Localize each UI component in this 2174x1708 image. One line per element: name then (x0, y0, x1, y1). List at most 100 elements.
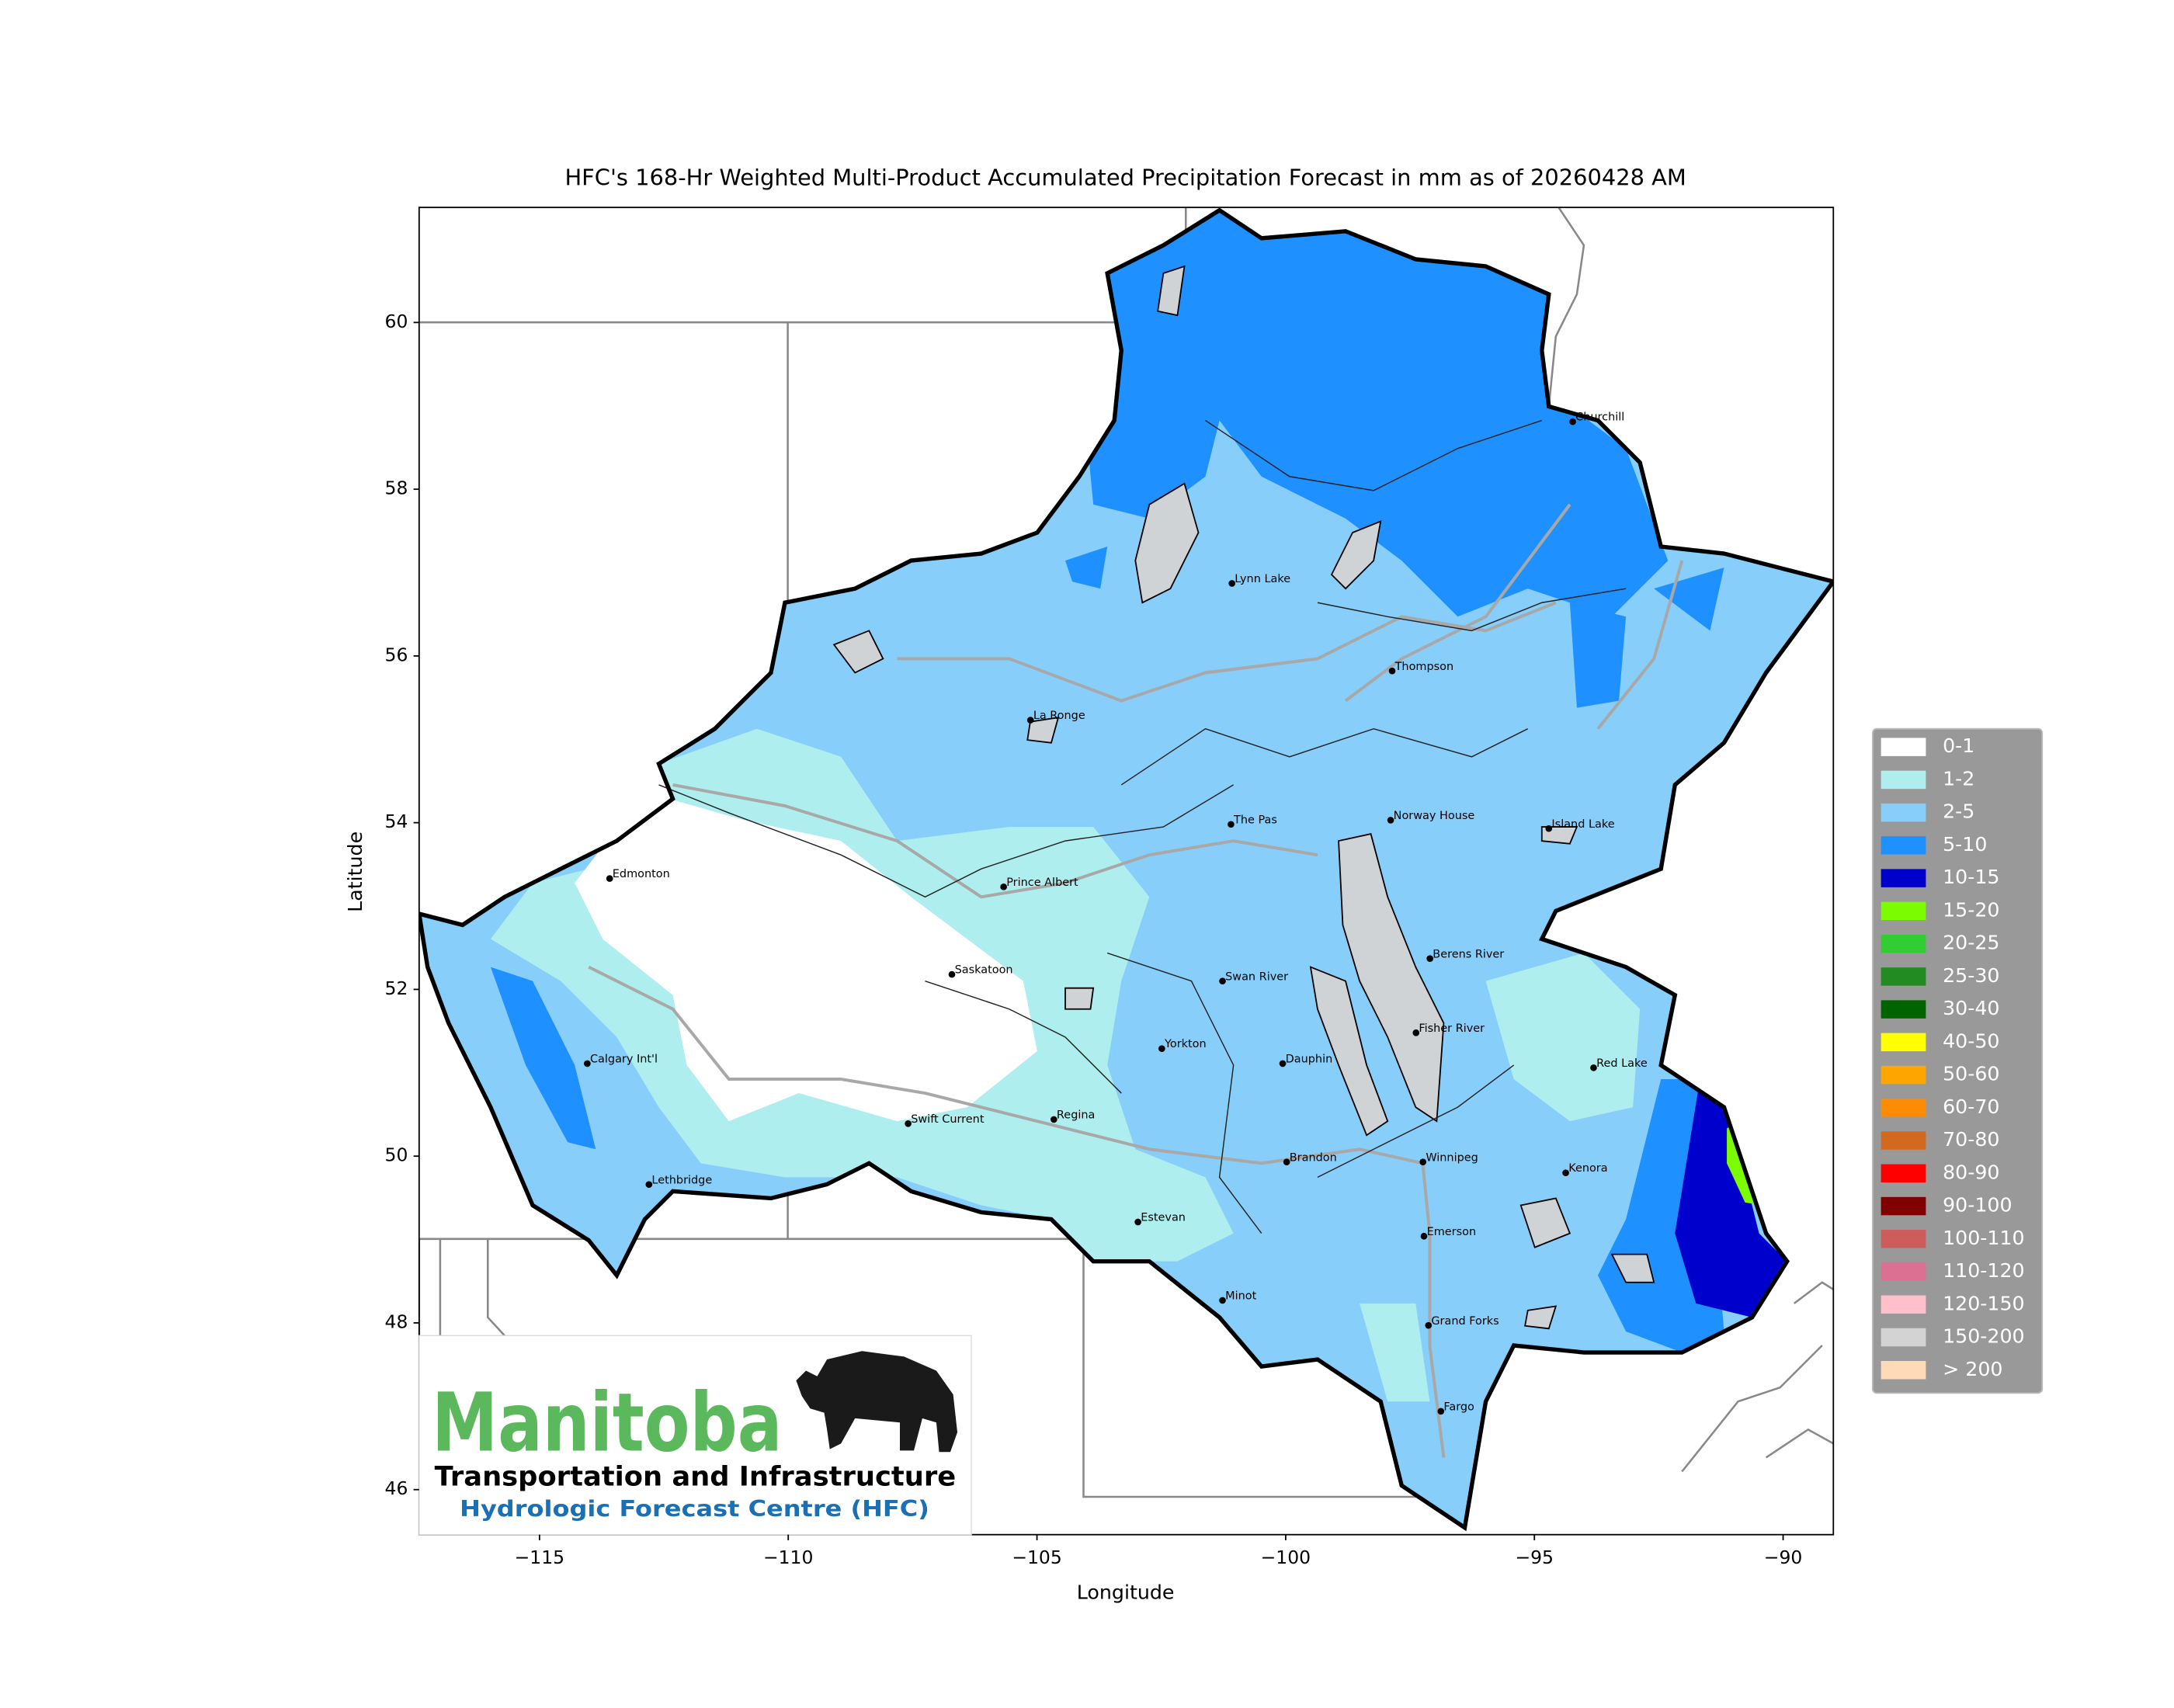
legend-label: 70-80 (1943, 1128, 1999, 1151)
city-label: Estevan (1141, 1212, 1186, 1224)
legend-swatch (1881, 770, 1926, 790)
legend-swatch (1881, 1262, 1926, 1281)
legend-label: > 200 (1943, 1358, 2002, 1380)
legend-label: 10-15 (1943, 866, 1999, 888)
legend-label: 110-120 (1943, 1259, 2025, 1282)
city-marker (1437, 1408, 1445, 1415)
legend-label: 1-2 (1943, 767, 1974, 790)
legend-label: 80-90 (1943, 1161, 1999, 1183)
legend-label: 15-20 (1943, 898, 1999, 921)
city-label: Norway House (1394, 810, 1475, 822)
x-axis-label: Longitude (1077, 1581, 1175, 1604)
precip-5-10 (1065, 210, 1669, 617)
legend-swatch (1881, 1065, 1926, 1085)
legend-label: 25-30 (1943, 964, 1999, 987)
x-tick-label: −90 (1764, 1547, 1803, 1568)
x-tick-label: −115 (515, 1547, 564, 1568)
city-label: Red Lake (1596, 1057, 1648, 1070)
precip-5-10 (490, 967, 596, 1150)
legend-swatch (1881, 1196, 1926, 1216)
logo: Manitoba Transportation and Infrastructu… (418, 1335, 972, 1536)
city-label: Grand Forks (1431, 1315, 1499, 1328)
y-tick-label: 54 (385, 811, 408, 832)
city-label: Winnipeg (1426, 1151, 1478, 1164)
legend-swatch (1881, 1099, 1926, 1117)
precip-5-10 (1569, 602, 1627, 708)
y-tick-label: 48 (385, 1311, 408, 1332)
city-label: Calgary Int'l (590, 1054, 658, 1066)
city-label: Kenora (1568, 1162, 1607, 1175)
y-tick-label: 56 (385, 644, 408, 665)
legend-swatch (1881, 1164, 1926, 1183)
city-marker (1387, 817, 1394, 824)
legend-label: 5-10 (1943, 833, 1987, 856)
city-label: Minot (1225, 1290, 1256, 1303)
city-marker (606, 875, 613, 882)
city-label: Prince Albert (1006, 877, 1078, 889)
x-tick-label: −110 (763, 1547, 813, 1568)
y-tick-label: 50 (385, 1144, 408, 1166)
city-marker (905, 1120, 912, 1127)
city-label: Yorkton (1164, 1038, 1207, 1050)
city-label: Dauphin (1286, 1054, 1333, 1066)
city-marker (1420, 1232, 1428, 1240)
legend-swatch (1881, 1131, 1926, 1150)
legend-label: 20-25 (1943, 932, 1999, 954)
legend-swatch (1881, 1295, 1926, 1314)
precip-5-10 (1654, 568, 1724, 631)
city-label: Berens River (1433, 948, 1504, 960)
legend-swatch (1881, 1230, 1926, 1248)
city-marker (1050, 1116, 1057, 1123)
legend-swatch (1881, 1361, 1926, 1380)
legend-swatch (1881, 803, 1926, 822)
city-label: Swift Current (911, 1113, 985, 1126)
y-tick-label: 60 (385, 311, 408, 332)
city-label: Swan River (1225, 970, 1288, 983)
logo-unit: Hydrologic Forecast Centre (HFC) (460, 1495, 929, 1522)
city-label: Lynn Lake (1235, 573, 1290, 585)
cities: Churchill Lynn Lake Thompson La Ronge The Pa… (584, 411, 1648, 1415)
legend-label: 60-70 (1943, 1095, 1999, 1118)
rivers (588, 503, 1684, 1458)
city-marker (1158, 1045, 1165, 1052)
legend-box (1871, 727, 2044, 1394)
legend-label: 2-5 (1943, 800, 1974, 823)
map-title: HFC's 168-Hr Weighted Multi-Product Accu… (564, 164, 1686, 190)
precip-10-15 (1675, 1086, 1787, 1317)
city-label: Fisher River (1419, 1022, 1485, 1035)
legend-swatch (1881, 836, 1926, 855)
legend-label: 30-40 (1943, 997, 1999, 1019)
legend-label: 40-50 (1943, 1029, 1999, 1052)
precip-1-2 (1485, 953, 1641, 1122)
city-marker (1026, 717, 1034, 724)
legend-swatch (1881, 869, 1926, 887)
city-marker (1569, 418, 1576, 425)
legend-swatch (1881, 738, 1926, 756)
lakes (832, 265, 1655, 1330)
city-label: La Ronge (1033, 710, 1085, 722)
city-label: Churchill (1575, 411, 1624, 424)
city-marker (1283, 1158, 1290, 1166)
legend-label: 50-60 (1943, 1063, 1999, 1085)
legend-label: 100-110 (1943, 1227, 2025, 1249)
logo-department: Transportation and Infrastructure (435, 1462, 957, 1493)
city-label: Fargo (1443, 1401, 1474, 1413)
city-marker (1545, 824, 1553, 832)
legend-swatch (1881, 901, 1926, 921)
plot-frame (418, 207, 1835, 1536)
city-label: Regina (1057, 1109, 1095, 1122)
x-tick-label: −105 (1012, 1547, 1061, 1568)
city-marker (1219, 1297, 1226, 1304)
city-marker (1419, 1158, 1427, 1166)
legend-swatch (1881, 1033, 1926, 1052)
city-label: Saskatoon (955, 964, 1013, 977)
logo-name: Manitoba (432, 1375, 782, 1470)
y-tick-label: 52 (385, 977, 408, 999)
x-tick-label: −95 (1515, 1547, 1554, 1568)
city-marker (1426, 955, 1434, 963)
legend-label: 0-1 (1943, 734, 1974, 757)
ticks: −115 −110 −105 −100 −95 −90 46 48 50 52 54 56 58 60 (385, 311, 1803, 1568)
city-marker (1228, 821, 1235, 828)
